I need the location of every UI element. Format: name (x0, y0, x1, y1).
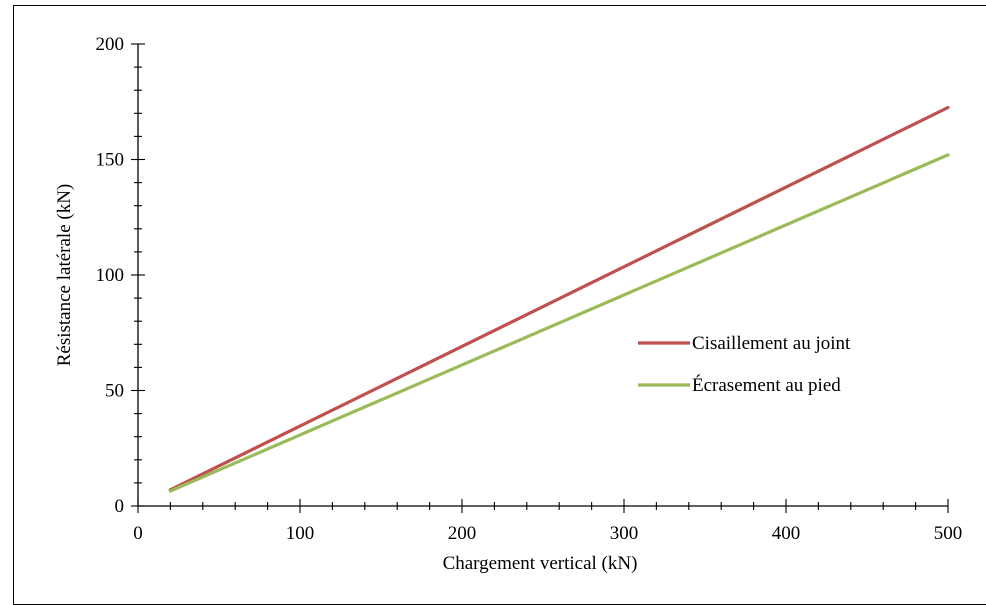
tick-labels: 0 50 100 150 200 0 100 200 300 400 500 (96, 34, 963, 544)
y-axis-title: Résistance latérale (kN) (54, 184, 75, 367)
series-line-1 (168, 105, 950, 492)
x-tick-label: 500 (934, 523, 963, 544)
x-tick-label: 200 (448, 523, 477, 544)
y-tick-label: 100 (96, 265, 125, 286)
legend-label-1: Cisaillement au joint (692, 333, 851, 354)
plot-area (168, 105, 950, 493)
line-chart: 0 50 100 150 200 0 100 200 300 400 500 Chargement … (54, 34, 963, 574)
legend-label-2: Écrasement au pied (692, 374, 841, 396)
x-axis-title: Chargement vertical (kN) (443, 553, 638, 574)
y-tick-label: 150 (96, 150, 125, 171)
x-tick-label: 100 (286, 523, 315, 544)
y-tick-label: 50 (105, 381, 124, 402)
y-tick-label: 0 (115, 496, 125, 517)
x-tick-label: 0 (133, 523, 143, 544)
legend: Cisaillement au joint Écrasement au pied (638, 333, 851, 396)
x-tick-label: 300 (610, 523, 639, 544)
y-tick-label: 200 (96, 34, 125, 55)
x-tick-label: 400 (772, 523, 801, 544)
series-line-2 (168, 153, 950, 493)
chart-frame (13, 5, 986, 605)
axes (131, 43, 949, 513)
